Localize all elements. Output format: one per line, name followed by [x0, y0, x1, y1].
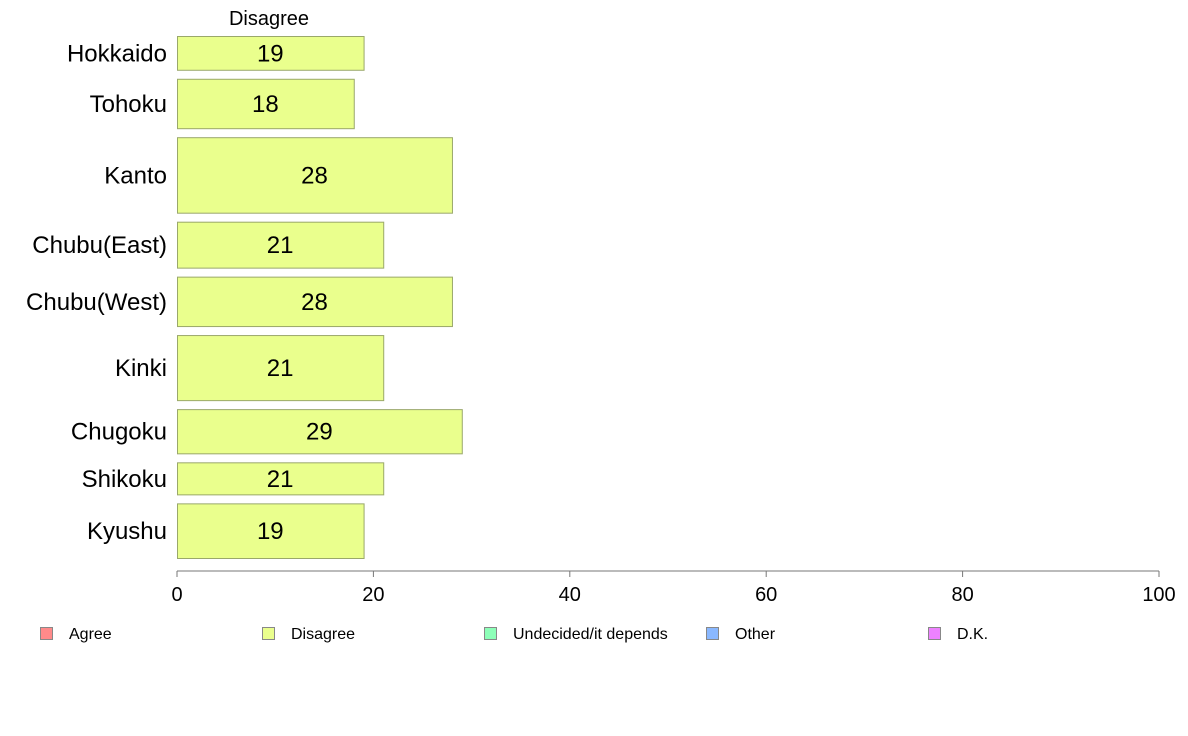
data-label-chubu-west: 28 [301, 289, 328, 316]
bar-kyushu [177, 503, 365, 560]
bar-kinki [177, 335, 385, 402]
category-label-chubu-east: Chubu(East) [32, 232, 167, 259]
data-label-shikoku: 21 [267, 466, 294, 493]
bar-shikoku [177, 462, 385, 496]
bars-layer: Hokkaido 19 Tohoku 18 Kanto 28 Chubu(East) 21 Ch… [26, 36, 463, 560]
legend-swatch-d-k [928, 627, 941, 640]
x-tick-label: 100 [1142, 584, 1175, 606]
data-label-kanto: 28 [301, 162, 328, 189]
category-label-kinki: Kinki [115, 355, 167, 382]
bar-chugoku [177, 409, 463, 455]
category-label-kyushu: Kyushu [87, 518, 167, 545]
legend-label-other: Other [735, 626, 776, 643]
legend-swatch-disagree [262, 627, 275, 640]
category-label-chugoku: Chugoku [71, 419, 167, 446]
x-axis: 0 20 40 60 80 100 [171, 570, 1176, 606]
data-label-hokkaido: 19 [257, 40, 284, 67]
x-tick-label: 80 [951, 584, 973, 606]
legend-swatch-other [706, 627, 719, 640]
data-label-chugoku: 29 [306, 419, 333, 446]
legend-label-undecided-it-depends: Undecided/it depends [513, 626, 668, 643]
legend-swatch-agree [40, 627, 53, 640]
category-label-tohoku: Tohoku [90, 91, 167, 118]
panel-title: Disagree [229, 8, 309, 30]
category-label-kanto: Kanto [104, 162, 167, 189]
legend-label-agree: Agree [69, 626, 112, 643]
x-tick-label: 20 [362, 584, 384, 606]
legend-swatch-undecided-it-depends [484, 627, 497, 640]
category-label-chubu-west: Chubu(West) [26, 289, 167, 316]
x-tick-label: 0 [171, 584, 182, 606]
data-label-kyushu: 19 [257, 518, 284, 545]
data-label-tohoku: 18 [252, 91, 279, 118]
category-label-shikoku: Shikoku [82, 466, 167, 493]
bar-chubu-west [177, 276, 453, 328]
bar-kanto [177, 137, 453, 214]
legend-label-d-k: D.K. [957, 626, 988, 643]
data-label-kinki: 21 [267, 355, 294, 382]
bar-chubu-east [177, 221, 385, 269]
x-tick-label: 40 [559, 584, 581, 606]
data-label-chubu-east: 21 [267, 232, 294, 259]
x-tick-label: 60 [755, 584, 777, 606]
bar-hokkaido [177, 36, 365, 71]
legend: Agree Disagree Undecided/it depends Other D.… [40, 626, 988, 643]
legend-label-disagree: Disagree [291, 626, 355, 643]
category-label-hokkaido: Hokkaido [67, 40, 167, 67]
bar-tohoku [177, 78, 355, 130]
